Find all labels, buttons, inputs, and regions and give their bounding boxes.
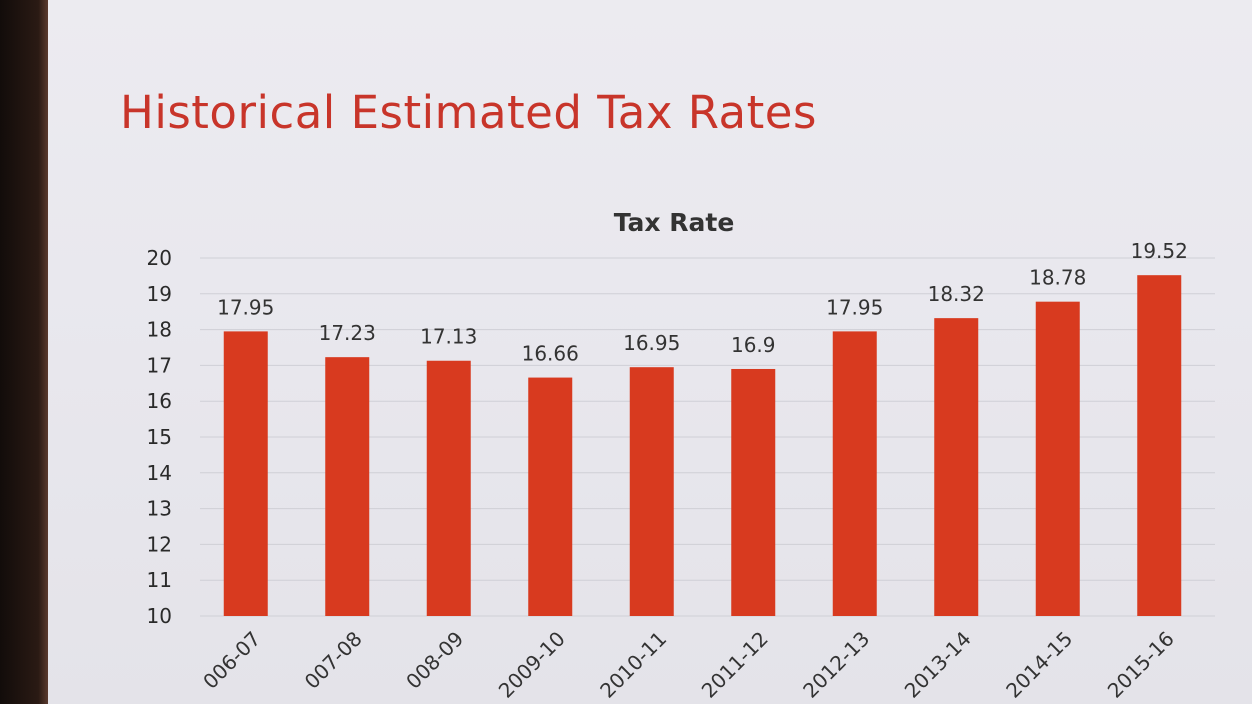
bar-value-label: 18.78	[1029, 266, 1086, 290]
slide-title: Historical Estimated Tax Rates	[120, 86, 817, 139]
y-tick-label: 10	[147, 604, 172, 628]
bar-value-label: 16.95	[623, 331, 680, 355]
bar	[629, 367, 674, 616]
bar	[731, 368, 776, 616]
y-tick-label: 16	[147, 389, 172, 413]
bar	[426, 360, 471, 616]
y-tick-label: 19	[147, 282, 172, 306]
bar	[934, 318, 979, 616]
x-category-label: 008-09	[401, 627, 468, 694]
x-category-label: 2013-14	[900, 627, 976, 703]
projector-bezel	[0, 0, 48, 704]
bar-value-label: 17.95	[217, 295, 274, 319]
y-axis: 10 11 12 13 14 15 16 17 18 19 20	[147, 246, 172, 628]
bar	[1035, 301, 1080, 616]
y-tick-label: 12	[147, 532, 172, 556]
x-category-label: 006-07	[198, 627, 265, 694]
x-category-label: 2014-15	[1001, 627, 1077, 703]
y-tick-label: 20	[147, 246, 172, 270]
y-tick-label: 13	[147, 497, 172, 521]
chart-bars	[223, 275, 1182, 616]
x-category-label: 2015-16	[1103, 627, 1179, 703]
x-category-label: 007-08	[300, 627, 367, 694]
y-tick-label: 17	[147, 353, 172, 377]
data-labels: 17.95 17.23 17.13 16.66 16.95 16.9 17.95 18.32 1…	[217, 239, 1188, 365]
y-tick-label: 15	[147, 425, 172, 449]
bar-value-label: 17.13	[420, 325, 477, 349]
bar	[528, 377, 573, 616]
x-category-label: 2012-13	[798, 627, 874, 703]
bar-value-label: 16.9	[731, 333, 776, 357]
bar-value-label: 17.23	[319, 321, 376, 345]
bar-value-label: 17.95	[826, 295, 883, 319]
bar	[1137, 275, 1182, 616]
bar-value-label: 18.32	[928, 282, 985, 306]
y-tick-label: 14	[147, 461, 172, 485]
bar-value-label: 19.52	[1131, 239, 1188, 263]
x-axis: 006-07 007-08 008-09 2009-10 2010-11 2011-12 2…	[198, 627, 1179, 703]
x-category-label: 2009-10	[494, 627, 570, 703]
bar	[223, 331, 268, 616]
chart-title: Tax Rate	[614, 208, 735, 237]
bar-value-label: 16.66	[522, 342, 579, 366]
bar	[325, 357, 370, 616]
y-tick-label: 11	[147, 568, 172, 592]
bar	[832, 331, 877, 616]
y-tick-label: 18	[147, 318, 172, 342]
x-category-label: 2011-12	[697, 627, 773, 703]
x-category-label: 2010-11	[595, 627, 671, 703]
